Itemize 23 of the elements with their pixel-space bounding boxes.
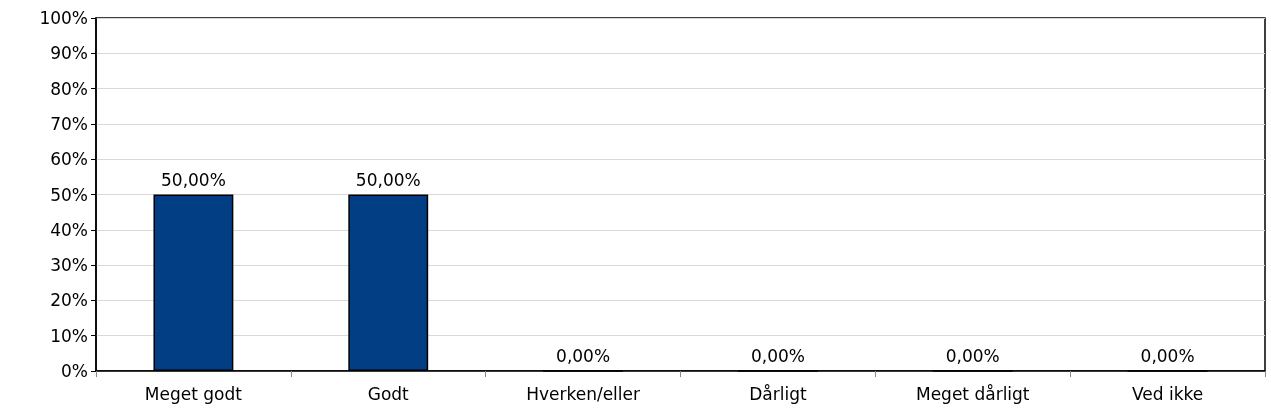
x-tick-label: Meget godt bbox=[144, 383, 243, 404]
data-label: 0,00% bbox=[945, 345, 1000, 366]
x-tick-label: Ved ikke bbox=[1131, 383, 1204, 404]
x-tick-label: Meget dårligt bbox=[915, 383, 1030, 404]
y-tick-label: 70% bbox=[50, 113, 88, 134]
x-tick-label: Hverken/eller bbox=[526, 383, 641, 404]
y-tick-label: 100% bbox=[39, 8, 88, 28]
y-tick-label: 60% bbox=[50, 149, 88, 170]
x-tick-label: Godt bbox=[367, 383, 410, 404]
y-tick-label: 30% bbox=[50, 255, 88, 276]
y-tick-label: 50% bbox=[50, 184, 88, 205]
data-label: 0,00% bbox=[556, 345, 611, 366]
x-tick-label: Dårligt bbox=[749, 383, 807, 404]
y-tick-label: 10% bbox=[50, 325, 88, 346]
data-label: 0,00% bbox=[750, 345, 805, 366]
y-tick-label: 90% bbox=[50, 43, 88, 64]
data-label: 50,00% bbox=[355, 170, 421, 190]
y-tick-label: 80% bbox=[50, 78, 88, 99]
data-label: 0,00% bbox=[1140, 345, 1195, 366]
y-tick-label: 20% bbox=[50, 290, 88, 311]
y-tick-label: 0% bbox=[61, 361, 88, 381]
y-tick-label: 40% bbox=[50, 219, 88, 240]
data-label: 50,00% bbox=[161, 170, 226, 190]
